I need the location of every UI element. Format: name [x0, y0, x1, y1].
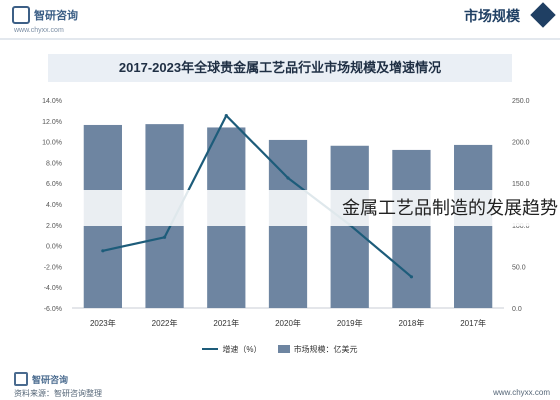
y-left-tick-label: 12.0%	[42, 119, 62, 126]
growth-point	[409, 275, 414, 279]
y-left-tick-label: 6.0%	[46, 181, 62, 188]
y-left-tick-label: 14.0%	[42, 98, 62, 105]
legend-bar-label: 市场规模：亿美元	[293, 344, 358, 354]
y-left-tick-label: 8.0%	[46, 160, 62, 167]
y-left-tick-label: 0.0%	[46, 244, 62, 251]
x-tick-label: 2021年	[213, 318, 239, 328]
brand-name: 智研咨询	[34, 10, 78, 22]
x-tick-label: 2019年	[337, 318, 363, 328]
top-header: 智研咨询 www.chyxx.com 市场规模	[0, 0, 560, 42]
y-left-tick-label: 2.0%	[46, 223, 62, 230]
overlay-band	[76, 190, 560, 226]
x-tick-label: 2020年	[275, 318, 301, 328]
x-tick-label: 2023年	[90, 318, 116, 328]
y-left-tick-label: -2.0%	[44, 264, 62, 271]
footer-logo: 智研咨询	[14, 372, 68, 386]
footer-url: www.chyxx.com	[493, 388, 550, 397]
y-right-tick-label: 200.0	[512, 140, 530, 147]
growth-line	[102, 114, 413, 278]
growth-point	[101, 249, 105, 253]
chart-title: 2017-2023年全球贵金属工艺品行业市场规模及增速情况	[48, 54, 512, 82]
bar	[392, 149, 431, 308]
x-tick-label: 2022年	[152, 318, 178, 328]
footer-source: 资料来源：智研咨询整理	[14, 389, 102, 398]
x-tick-label: 2018年	[399, 318, 425, 328]
y-right-tick-label: 250.0	[512, 98, 530, 105]
legend-item-line: 增速（%）	[202, 344, 262, 355]
growth-point	[286, 176, 290, 180]
y-left-tick-label: 10.0%	[42, 140, 62, 147]
y-left-tick-label: 4.0%	[46, 202, 62, 209]
brand-logo-icon	[12, 6, 30, 24]
legend-item-bar: 市场规模：亿美元	[277, 344, 358, 355]
legend-line-label: 增速（%）	[222, 344, 262, 354]
y-right-tick-label: 50.0	[512, 264, 526, 271]
y-right-tick-label: 100.0	[512, 223, 530, 230]
footer-logo-icon	[14, 372, 28, 386]
legend-line-swatch	[202, 348, 219, 350]
overlay-caption: 金属工艺品制造的发展趋势	[342, 198, 558, 218]
y-left-tick-label: -6.0%	[44, 306, 62, 313]
brand-logo: 智研咨询	[12, 6, 78, 24]
footer: 智研咨询 资料来源：智研咨询整理 www.chyxx.com	[0, 370, 560, 400]
legend-bar-swatch	[277, 345, 290, 353]
legend: 增速（%） 市场规模：亿美元	[0, 341, 560, 357]
growth-point	[224, 114, 228, 118]
bar	[454, 144, 493, 308]
footer-brand: 智研咨询	[32, 374, 69, 385]
x-tick-label: 2017年	[460, 318, 486, 328]
y-right-tick-label: 150.0	[512, 181, 530, 188]
header-divider	[0, 38, 560, 40]
bar	[330, 145, 369, 308]
y-left-tick-label: -4.0%	[44, 285, 62, 292]
y-right-tick-label: 0.0	[512, 306, 522, 313]
brand-url: www.chyxx.com	[14, 27, 64, 34]
growth-point	[162, 235, 167, 239]
header-title: 市场规模	[464, 8, 520, 24]
